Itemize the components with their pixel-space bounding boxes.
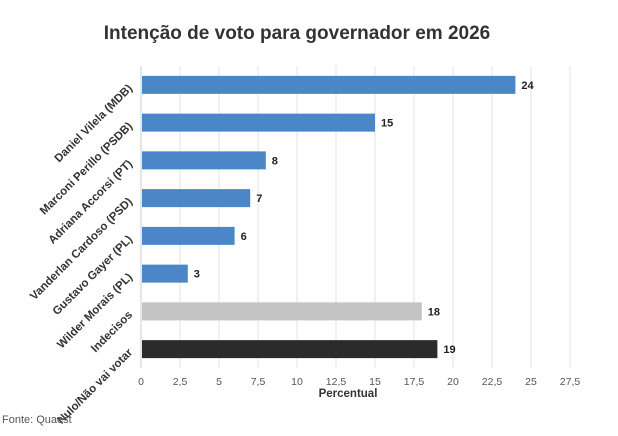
x-tick-label: 27,5 — [560, 376, 581, 388]
bars — [142, 75, 516, 359]
bar — [142, 302, 422, 321]
x-tick-label: 10 — [291, 376, 303, 388]
x-tick-label: 20 — [447, 376, 459, 388]
x-tick-label: 17,5 — [404, 376, 425, 388]
value-label: 18 — [428, 306, 440, 318]
gridlines — [179, 66, 571, 368]
bar — [142, 264, 188, 283]
bar — [142, 340, 438, 359]
x-tick-label: 12,5 — [326, 376, 347, 388]
x-tick-label: 15 — [369, 376, 381, 388]
x-tick-label: 22,5 — [482, 376, 503, 388]
value-label: 3 — [194, 269, 200, 281]
value-label: 15 — [381, 118, 393, 130]
x-tick-label: 25 — [525, 376, 537, 388]
bar — [142, 113, 375, 132]
value-label: 24 — [521, 80, 534, 92]
value-label: 6 — [241, 231, 247, 243]
bar — [142, 75, 516, 94]
value-label: 19 — [443, 344, 455, 356]
x-tick-label: 5 — [216, 376, 222, 388]
value-labels: 24 15 8 7 6 3 18 19 — [194, 80, 535, 356]
chart-title: Intenção de voto para governador em 2026 — [104, 23, 490, 44]
x-axis-title: Percentual — [319, 388, 378, 400]
x-tick-label: 7,5 — [251, 376, 266, 388]
x-tick-labels: 0 2,5 5 7,5 10 12,5 15 17,5 20 22,5 25 27,5 — [138, 376, 580, 388]
value-label: 8 — [272, 155, 278, 167]
value-label: 7 — [256, 193, 262, 205]
bar — [142, 226, 235, 245]
x-tick-label: 2,5 — [173, 376, 188, 388]
source-note: Fonte: Quaest — [2, 414, 72, 426]
category-labels: Daniel Vilela (MDB)Marconi Perillo (PSDB… — [28, 82, 135, 426]
x-tick-label: 0 — [138, 376, 144, 388]
bar — [142, 189, 251, 208]
bar — [142, 151, 266, 170]
